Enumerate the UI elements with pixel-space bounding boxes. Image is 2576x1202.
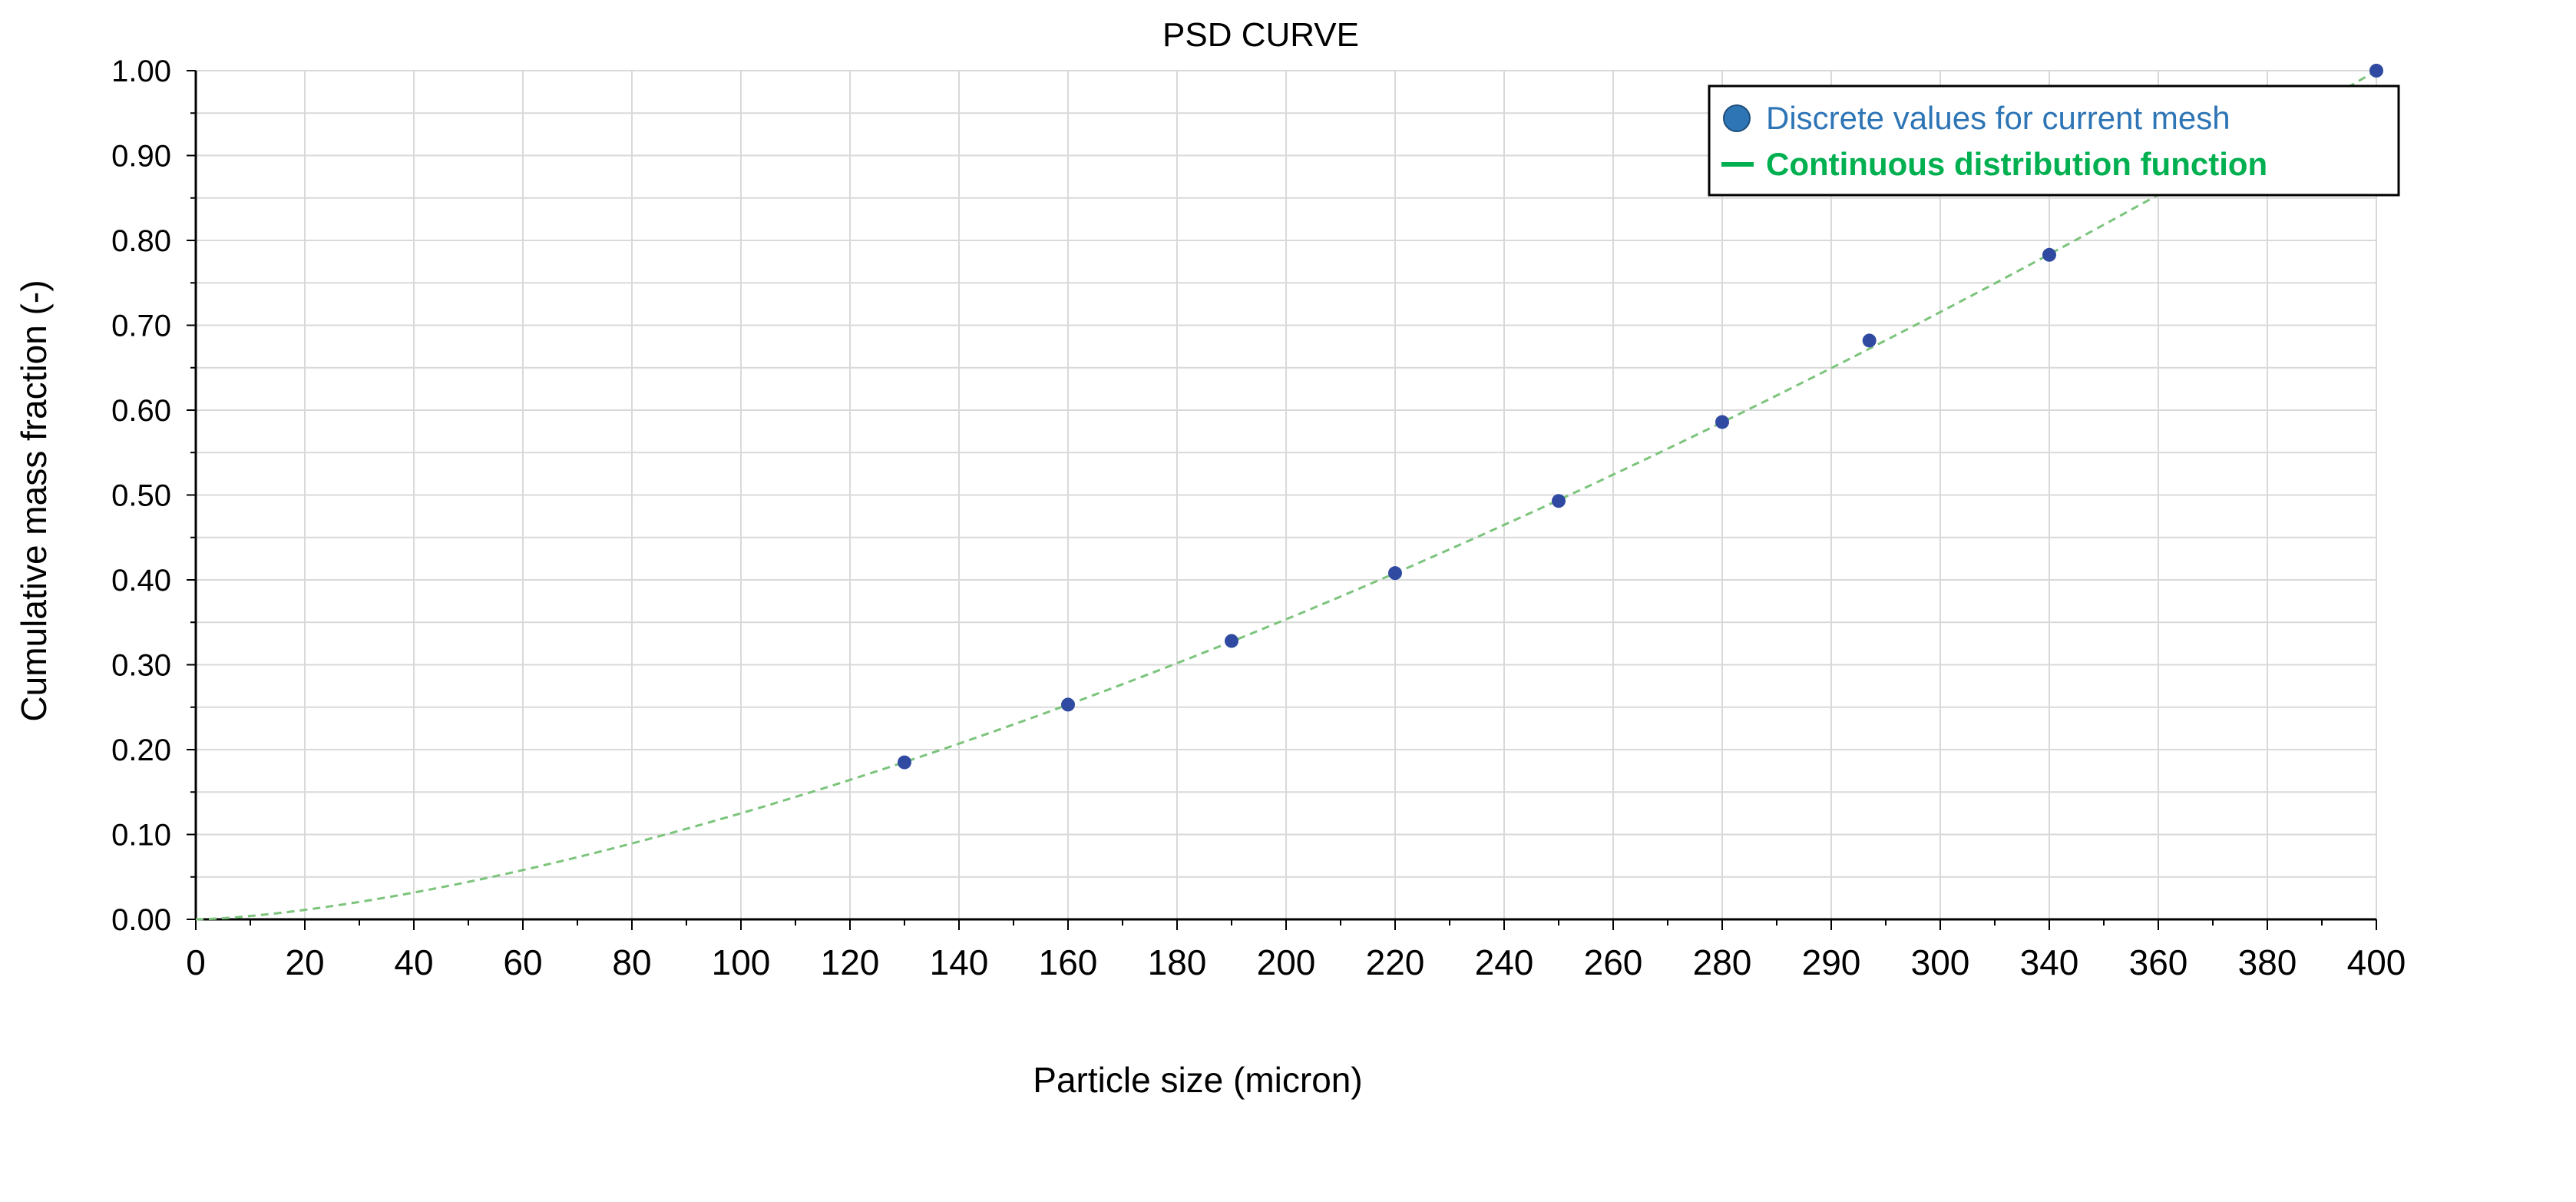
data-point (1225, 634, 1238, 648)
y-axis-label: Cumulative mass fraction (-) (14, 280, 54, 721)
y-tick-label: 0.00 (111, 903, 171, 937)
x-tick-label: 340 (2020, 942, 2079, 982)
x-tick-label: 380 (2238, 942, 2297, 982)
series-line-continuous (195, 69, 2377, 921)
x-tick-label: 240 (1475, 942, 1534, 982)
x-tick-label: 280 (1693, 942, 1752, 982)
y-tick-label: 0.10 (111, 819, 171, 853)
x-tick-label: 160 (1039, 942, 1098, 982)
y-tick-label: 1.00 (111, 55, 171, 88)
y-tick-label: 0.30 (111, 649, 171, 683)
y-tick-label: 0.80 (111, 224, 171, 258)
data-point (1862, 333, 1877, 348)
x-tick-label: 220 (1366, 942, 1425, 982)
x-tick-label: 100 (712, 942, 771, 982)
y-tick-label: 0.70 (111, 310, 171, 343)
legend-label-discrete: Discrete values for current mesh (1766, 100, 2230, 136)
x-axis-label: Particle size (micron) (1033, 1060, 1362, 1100)
x-tick-label: 260 (1584, 942, 1643, 982)
y-tick-label: 0.20 (111, 733, 171, 767)
x-tick-label: 180 (1148, 942, 1207, 982)
x-tick-label: 40 (394, 942, 433, 982)
x-tick-label: 120 (821, 942, 880, 982)
x-tick-label: 400 (2347, 942, 2406, 982)
data-point (1715, 415, 1729, 429)
x-tick-label: 300 (1911, 942, 1970, 982)
x-tick-label: 290 (1802, 942, 1861, 982)
x-tick-label: 20 (285, 942, 324, 982)
legend-box (1708, 84, 2400, 197)
chart-title: PSD CURVE (1162, 16, 1359, 54)
x-tick-label: 360 (2129, 942, 2188, 982)
x-tick-label: 0 (186, 942, 206, 982)
y-tick-label: 0.60 (111, 394, 171, 428)
data-point (898, 755, 911, 770)
legend-label-continuous: Continuous distribution function (1766, 146, 2267, 182)
data-point (1552, 494, 1566, 508)
y-tick-label: 0.50 (111, 479, 171, 513)
x-tick-label: 200 (1257, 942, 1316, 982)
data-point (1061, 697, 1075, 712)
data-point (2042, 247, 2056, 262)
grid-layer (195, 70, 2377, 920)
legend: Discrete values for current mesh Continu… (1708, 84, 2400, 197)
series-layer (195, 64, 2383, 921)
axis-layer: 0.00 0.10 0.20 0.30 0.40 0.50 0.60 0.70 0.80 0.90… (111, 55, 2406, 982)
data-point (2369, 64, 2383, 78)
x-tick-label: 80 (612, 942, 651, 982)
y-tick-label: 0.90 (111, 140, 171, 174)
data-point (1388, 566, 1402, 581)
legend-marker-discrete (1723, 104, 1751, 132)
x-tick-label: 60 (503, 942, 542, 982)
y-tick-label: 0.40 (111, 564, 171, 598)
x-tick-label: 140 (930, 942, 989, 982)
